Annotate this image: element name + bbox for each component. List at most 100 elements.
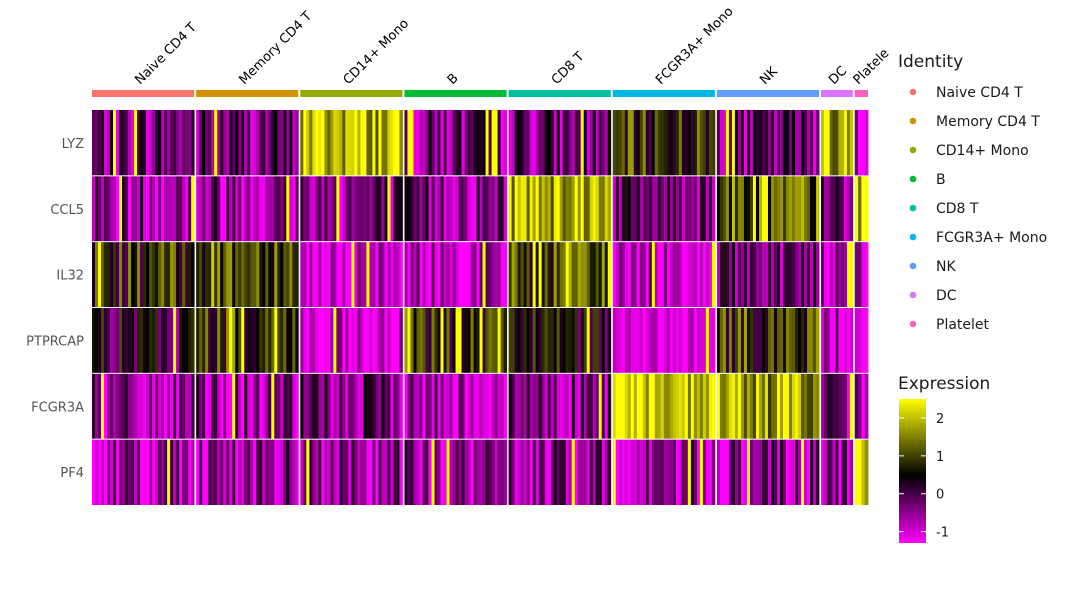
heatmap-cell [844, 110, 848, 176]
heatmap-cell [821, 307, 825, 374]
heatmap-cell [816, 373, 820, 440]
heatmap-cell [565, 307, 570, 374]
heatmap-cell [821, 373, 825, 440]
heatmap-cell [508, 241, 513, 308]
heatmap-cell [728, 241, 733, 308]
heatmap-cell [381, 175, 385, 242]
heatmap-cell [208, 110, 212, 176]
heatmap-cell [615, 439, 620, 505]
heatmap-cell [407, 175, 411, 242]
heatmap-cell [523, 373, 528, 440]
heatmap-cell [238, 439, 242, 505]
heatmap-cell [681, 307, 686, 374]
heatmap-cell [807, 373, 811, 440]
heatmap-cell [517, 175, 522, 242]
heatmap-cell [702, 307, 707, 374]
heatmap-cell [562, 110, 567, 176]
heatmap-cell [312, 307, 316, 374]
heatmap-cell [393, 175, 397, 242]
heatmap-cell [274, 241, 278, 308]
heatmap-cell [849, 439, 854, 505]
heatmap-cell [419, 439, 423, 505]
heatmap-cell [232, 110, 236, 176]
heatmap-cell [823, 110, 828, 176]
heatmap-cell [199, 241, 203, 308]
heatmap-cell [719, 439, 724, 505]
heatmap-cell [155, 439, 159, 505]
heatmap-cell [452, 439, 456, 505]
heatmap-cell [488, 175, 492, 242]
heatmap-cell [798, 307, 802, 374]
heatmap-cell [324, 307, 328, 374]
heatmap-cell [612, 110, 617, 176]
heatmap-cell [601, 110, 606, 176]
heatmap-cell [580, 175, 585, 242]
heatmap-cell [170, 307, 174, 374]
heatmap-cell [508, 439, 513, 505]
heatmap-cell [176, 175, 180, 242]
heatmap-cell [672, 175, 677, 242]
heatmap-cell [535, 373, 540, 440]
heatmap-cell [678, 241, 683, 308]
heatmap-cell [479, 241, 483, 308]
heatmap-cell [384, 373, 388, 440]
heatmap-cell [849, 241, 854, 308]
heatmap-cell [188, 373, 192, 440]
heatmap-cell [746, 439, 751, 505]
heatmap-cell [214, 241, 218, 308]
legend-item-label: Memory CD4 T [936, 114, 1040, 130]
heatmap-cell [816, 241, 820, 308]
heatmap-cell [238, 110, 242, 176]
heatmap-cell [336, 110, 340, 176]
heatmap-cell [309, 373, 313, 440]
heatmap-cell [630, 241, 635, 308]
heatmap-cell [191, 439, 195, 505]
heatmap-cell [743, 175, 748, 242]
heatmap-cell [211, 175, 215, 242]
heatmap-cell [621, 110, 626, 176]
heatmap-cell [220, 241, 224, 308]
heatmap-cell [214, 175, 218, 242]
heatmap-cell [277, 241, 281, 308]
heatmap-cell [244, 110, 248, 176]
heatmap-cell [586, 110, 591, 176]
heatmap-cell [716, 373, 721, 440]
heatmap-cell [601, 175, 606, 242]
heatmap-cell [387, 175, 391, 242]
heatmap-cell [461, 307, 465, 374]
heatmap-cell [630, 373, 635, 440]
heatmap-cell [378, 110, 382, 176]
heatmap-cell [832, 110, 836, 176]
heatmap-cell [375, 241, 379, 308]
heatmap-cell [621, 439, 626, 505]
heatmap-cell [238, 373, 242, 440]
cluster-bar-fcgr3a-mono [612, 90, 715, 97]
heatmap-cell [289, 241, 293, 308]
heatmap-cell [452, 373, 456, 440]
heatmap-cell [538, 307, 543, 374]
heatmap-cell [283, 241, 287, 308]
heatmap-cell [164, 175, 168, 242]
heatmap-cell [749, 110, 754, 176]
heatmap-cell [764, 241, 769, 308]
heatmap-cell [446, 439, 450, 505]
heatmap-cell [452, 110, 456, 176]
heatmap-cell [182, 241, 186, 308]
heatmap-cell [170, 110, 174, 176]
heatmap-cell [143, 307, 147, 374]
heatmap-cell [660, 439, 665, 505]
heatmap-cell [526, 175, 531, 242]
heatmap-cell [289, 175, 293, 242]
heatmap-cell [404, 307, 408, 374]
heatmap-cell [841, 373, 845, 440]
heatmap-cell [660, 241, 665, 308]
heatmap-cell [404, 373, 408, 440]
heatmap-cell [309, 110, 313, 176]
gene-label-fcgr3a: FCGR3A [31, 400, 84, 415]
heatmap-cell [532, 241, 537, 308]
heatmap-cell [693, 241, 698, 308]
heatmap-cell [864, 241, 869, 308]
heatmap-cell [146, 307, 150, 374]
heatmap-cell [327, 241, 331, 308]
heatmap-cell [152, 110, 156, 176]
